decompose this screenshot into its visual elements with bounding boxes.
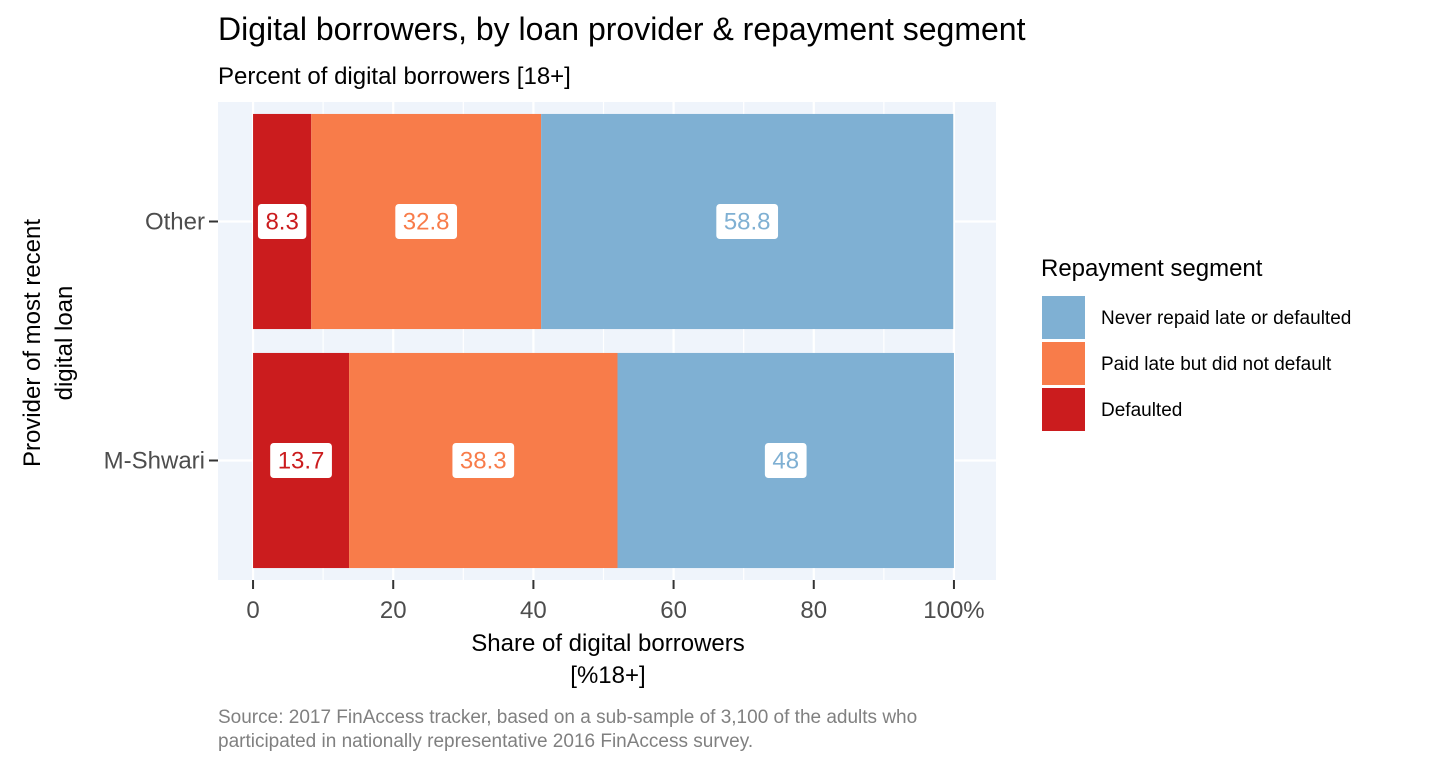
data-label: 32.8 (394, 203, 459, 240)
svg-text:8.3: 8.3 (265, 209, 298, 236)
x-tick-label: 60 (660, 597, 687, 624)
x-tick-label: 100% (923, 597, 984, 624)
chart-title: Digital borrowers, by loan provider & re… (218, 11, 1026, 47)
data-label: 38.3 (451, 442, 516, 479)
chart-subtitle: Percent of digital borrowers [18+] (218, 63, 571, 90)
legend-label: Defaulted (1101, 400, 1182, 421)
x-tick-label: 0 (246, 597, 259, 624)
x-tick-label: 80 (800, 597, 827, 624)
y-tick-label: Other (145, 209, 205, 236)
y-axis: Other M-Shwari (104, 209, 218, 475)
legend-item: Paid late but did not default (1042, 342, 1332, 385)
svg-text:58.8: 58.8 (724, 209, 771, 236)
y-axis-title-line-2: digital loan (51, 286, 78, 401)
legend-swatch (1042, 296, 1085, 339)
legend: Repayment segment Never repaid late or d… (1041, 255, 1351, 431)
data-label: 48 (763, 442, 808, 479)
legend-title: Repayment segment (1041, 255, 1263, 282)
data-label: 58.8 (715, 203, 780, 240)
legend-item: Never repaid late or defaulted (1042, 296, 1351, 339)
svg-text:32.8: 32.8 (403, 209, 450, 236)
svg-text:48: 48 (772, 448, 799, 475)
bars (253, 113, 954, 569)
legend-label: Never repaid late or defaulted (1101, 308, 1351, 329)
legend-swatch (1042, 342, 1085, 385)
caption-line-1: Source: 2017 FinAccess tracker, based on… (218, 707, 917, 728)
x-tick-label: 20 (380, 597, 407, 624)
caption-line-2: participated in nationally representativ… (218, 731, 753, 752)
data-label: 8.3 (256, 203, 308, 240)
y-axis-title-line-1: Provider of most recent (19, 219, 46, 467)
legend-label: Paid late but did not default (1101, 354, 1332, 375)
x-tick-label: 40 (520, 597, 547, 624)
data-label: 13.7 (269, 442, 333, 479)
x-axis-title-line-2: [%18+] (570, 662, 645, 689)
x-axis: 0 20 40 60 80 100% (246, 580, 985, 624)
data-labels: 8.3 32.8 58.8 13.7 38.3 48 (256, 203, 808, 479)
legend-item: Defaulted (1042, 388, 1182, 431)
svg-text:13.7: 13.7 (278, 448, 325, 475)
legend-swatch (1042, 388, 1085, 431)
x-axis-title-line-1: Share of digital borrowers (471, 630, 744, 657)
y-tick-label: M-Shwari (104, 448, 205, 475)
svg-text:38.3: 38.3 (460, 448, 507, 475)
